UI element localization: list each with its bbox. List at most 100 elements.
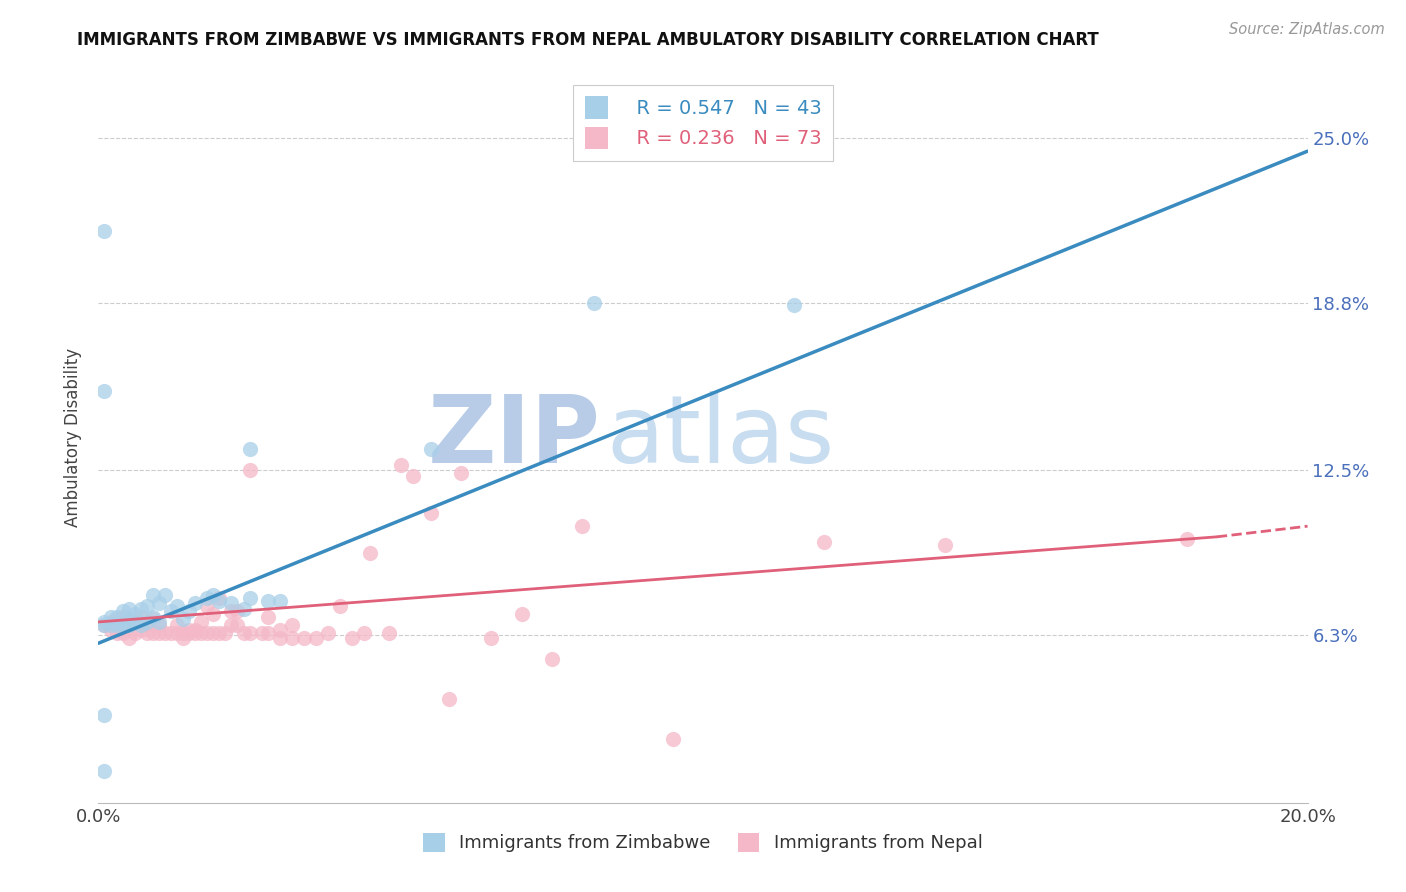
- Point: [118, 631, 141, 645]
- Point: [232, 601, 254, 615]
- Point: [118, 617, 141, 632]
- Point: [93, 764, 115, 778]
- Point: [93, 617, 115, 632]
- Point: [124, 607, 146, 621]
- Point: [93, 708, 115, 723]
- Point: [142, 612, 165, 626]
- Point: [353, 625, 375, 640]
- Point: [256, 609, 278, 624]
- Point: [160, 625, 183, 640]
- Point: [153, 625, 176, 640]
- Point: [813, 535, 835, 549]
- Point: [239, 442, 262, 456]
- Point: [420, 442, 443, 456]
- Text: Source: ZipAtlas.com: Source: ZipAtlas.com: [1229, 22, 1385, 37]
- Point: [100, 623, 122, 637]
- Point: [135, 625, 157, 640]
- Point: [450, 466, 472, 480]
- Point: [202, 588, 225, 602]
- Point: [111, 609, 134, 624]
- Point: [172, 625, 194, 640]
- Point: [105, 625, 128, 640]
- Point: [118, 612, 141, 626]
- Point: [100, 617, 122, 632]
- Point: [142, 588, 165, 602]
- Point: [184, 625, 207, 640]
- Point: [93, 224, 115, 238]
- Point: [124, 625, 146, 640]
- Point: [661, 731, 683, 746]
- Point: [221, 604, 243, 618]
- Point: [540, 652, 562, 666]
- Point: [232, 625, 254, 640]
- Point: [481, 631, 503, 645]
- Point: [342, 631, 364, 645]
- Point: [281, 617, 304, 632]
- Point: [93, 615, 115, 629]
- Point: [208, 591, 231, 605]
- Point: [105, 612, 128, 626]
- Point: [239, 625, 262, 640]
- Point: [166, 625, 188, 640]
- Point: [124, 615, 146, 629]
- Point: [93, 384, 115, 398]
- Point: [93, 617, 115, 632]
- Text: IMMIGRANTS FROM ZIMBABWE VS IMMIGRANTS FROM NEPAL AMBULATORY DISABILITY CORRELAT: IMMIGRANTS FROM ZIMBABWE VS IMMIGRANTS F…: [77, 31, 1099, 49]
- Point: [100, 615, 122, 629]
- Point: [208, 625, 231, 640]
- Legend: Immigrants from Zimbabwe, Immigrants from Nepal: Immigrants from Zimbabwe, Immigrants fro…: [416, 826, 990, 860]
- Point: [437, 692, 460, 706]
- Text: atlas: atlas: [606, 391, 835, 483]
- Point: [153, 588, 176, 602]
- Point: [190, 625, 212, 640]
- Point: [172, 612, 194, 626]
- Y-axis label: Ambulatory Disability: Ambulatory Disability: [65, 348, 83, 526]
- Point: [142, 609, 165, 624]
- Point: [135, 617, 157, 632]
- Point: [239, 463, 262, 477]
- Point: [184, 623, 207, 637]
- Point: [129, 617, 152, 632]
- Point: [179, 625, 201, 640]
- Point: [583, 295, 606, 310]
- Point: [100, 609, 122, 624]
- Point: [360, 546, 382, 560]
- Point: [256, 625, 278, 640]
- Point: [269, 593, 291, 607]
- Point: [269, 631, 291, 645]
- Point: [179, 623, 201, 637]
- Point: [135, 599, 157, 613]
- Point: [111, 625, 134, 640]
- Point: [256, 593, 278, 607]
- Point: [105, 609, 128, 624]
- Point: [148, 617, 170, 632]
- Point: [402, 468, 425, 483]
- Point: [250, 625, 273, 640]
- Point: [166, 599, 188, 613]
- Point: [389, 458, 412, 472]
- Point: [124, 615, 146, 629]
- Point: [118, 601, 141, 615]
- Point: [329, 599, 352, 613]
- Point: [208, 593, 231, 607]
- Point: [172, 631, 194, 645]
- Point: [148, 596, 170, 610]
- Point: [202, 607, 225, 621]
- Point: [195, 591, 218, 605]
- Point: [571, 519, 593, 533]
- Point: [202, 625, 225, 640]
- Point: [111, 617, 134, 632]
- Point: [111, 604, 134, 618]
- Point: [142, 625, 165, 640]
- Point: [934, 538, 956, 552]
- Point: [239, 591, 262, 605]
- Point: [118, 617, 141, 632]
- Point: [783, 298, 806, 312]
- Point: [510, 607, 533, 621]
- Point: [166, 617, 188, 632]
- Point: [148, 625, 170, 640]
- Point: [160, 604, 183, 618]
- Point: [179, 604, 201, 618]
- Point: [148, 615, 170, 629]
- Point: [190, 615, 212, 629]
